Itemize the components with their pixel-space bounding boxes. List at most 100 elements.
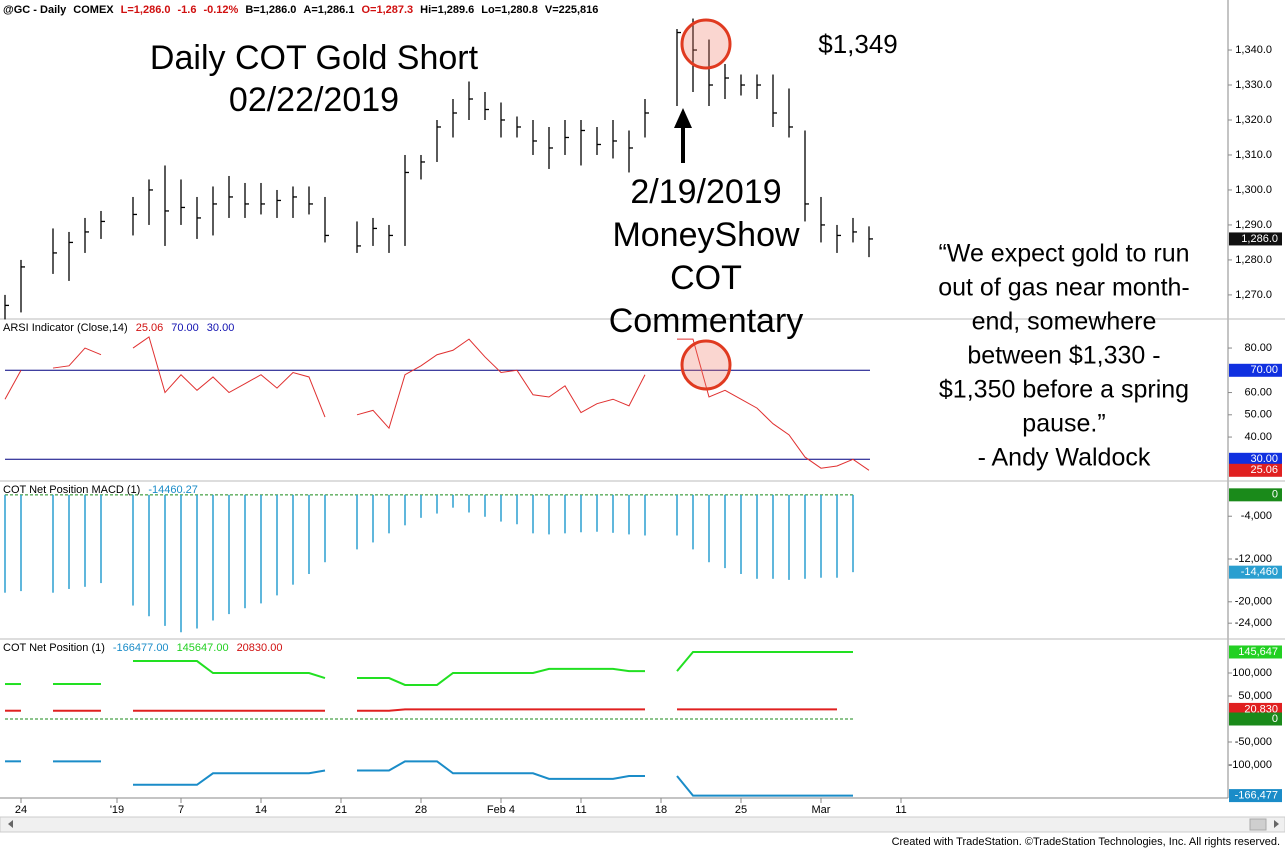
panel-title-text: COT Net Position (1) bbox=[3, 642, 105, 654]
scroll-right[interactable] bbox=[1274, 820, 1279, 828]
annotation-title: Daily COT Gold Short bbox=[150, 39, 479, 77]
series-line bbox=[133, 660, 326, 680]
y-tick-label: 100,000 bbox=[1232, 667, 1272, 679]
last-value-box bbox=[1229, 789, 1282, 803]
scrollbar-thumb[interactable] bbox=[1249, 818, 1267, 831]
header-item: B=1,286.0 bbox=[245, 4, 296, 16]
quote-line: $1,350 before a spring bbox=[939, 376, 1189, 404]
annotation-date: 02/22/2019 bbox=[229, 81, 399, 119]
series-line bbox=[357, 708, 645, 712]
y-tick-label: -50,000 bbox=[1235, 736, 1272, 748]
header-item: -0.12% bbox=[203, 4, 238, 16]
y-tick-label: 40.00 bbox=[1244, 431, 1272, 443]
series-line bbox=[133, 769, 326, 786]
last-value-label: 30.00 bbox=[1250, 453, 1278, 465]
last-value-label: -166,477 bbox=[1235, 790, 1278, 802]
x-tick-label: Mar bbox=[812, 804, 831, 816]
last-value-label: 70.00 bbox=[1250, 364, 1278, 376]
series-line bbox=[357, 760, 645, 780]
last-value-box bbox=[1229, 712, 1282, 726]
last-value-box bbox=[1229, 565, 1282, 579]
y-tick-label: 1,300.0 bbox=[1235, 184, 1272, 196]
quote: “We expect gold to run out of gas near mo… bbox=[938, 240, 1190, 472]
footer: Created with TradeStation. ©TradeStation… bbox=[892, 836, 1280, 848]
legend-value: -166477.00 bbox=[113, 642, 169, 654]
last-value-label: 25.06 bbox=[1250, 464, 1278, 476]
series-line bbox=[132, 336, 326, 418]
y-tick-label: 50.00 bbox=[1244, 409, 1272, 421]
x-tick-label: 25 bbox=[735, 804, 747, 816]
y-tick-label: -100,000 bbox=[1229, 759, 1272, 771]
last-value-label: 145,647 bbox=[1238, 646, 1278, 658]
legend-value: -14460.27 bbox=[148, 484, 198, 496]
y-tick-label: 60.00 bbox=[1244, 386, 1272, 398]
series-line bbox=[4, 370, 22, 400]
last-value-box bbox=[1229, 463, 1282, 477]
y-tick-label: -24,000 bbox=[1235, 617, 1272, 629]
annotation-event: COT bbox=[670, 259, 742, 297]
annotation-event: MoneyShow bbox=[612, 216, 800, 254]
series-line bbox=[676, 650, 853, 672]
x-tick-label: 24 bbox=[15, 804, 27, 816]
legend-value: 70.00 bbox=[171, 322, 199, 334]
annotation-peak: $1,349 bbox=[818, 29, 898, 59]
quote-line: “We expect gold to run bbox=[938, 240, 1189, 268]
panel-title-text: COT Net Position MACD (1) bbox=[3, 484, 140, 496]
arrow-head bbox=[674, 108, 692, 128]
y-tick-label: 1,280.0 bbox=[1235, 254, 1272, 266]
last-value-box bbox=[1229, 363, 1282, 377]
header-item: A=1,286.1 bbox=[303, 4, 354, 16]
y-tick-label: -12,000 bbox=[1235, 553, 1272, 565]
header-item: @GC - Daily bbox=[3, 4, 67, 16]
scrollbar[interactable] bbox=[0, 816, 1285, 833]
last-value-box bbox=[1229, 488, 1282, 502]
highlight-circle bbox=[680, 18, 732, 70]
series-line bbox=[356, 338, 646, 430]
x-tick-label: 21 bbox=[335, 804, 347, 816]
header-item: -1.6 bbox=[177, 4, 196, 16]
scroll-left[interactable] bbox=[8, 820, 13, 828]
annotation-event: Commentary bbox=[609, 302, 804, 340]
panel-title: COT Net Position MACD (1) -14460.27 bbox=[3, 484, 198, 496]
last-value-box bbox=[1229, 232, 1282, 246]
x-tick-label: 14 bbox=[255, 804, 267, 816]
panel-title-text: ARSI Indicator (Close,14) bbox=[3, 322, 128, 334]
annotation-event: 2/19/2019 bbox=[630, 173, 781, 211]
marks: @GC - Daily COMEX L=1,286.0 -1.6 -0.12% B=1,2… bbox=[3, 4, 1282, 816]
last-value-label: 0 bbox=[1272, 489, 1278, 501]
last-value-label: -14,460 bbox=[1241, 566, 1278, 578]
panel-title: COT Net Position (1) -166477.00 145647.00 2… bbox=[3, 642, 282, 654]
legend-value: 20830.00 bbox=[237, 642, 283, 654]
x-tick-label: Feb 4 bbox=[487, 804, 515, 816]
y-tick-label: -20,000 bbox=[1235, 596, 1272, 608]
y-tick-label: 1,270.0 bbox=[1235, 289, 1272, 301]
series-line bbox=[357, 667, 645, 686]
y-tick-label: 1,310.0 bbox=[1235, 149, 1272, 161]
x-tick-label: 18 bbox=[655, 804, 667, 816]
y-tick-label: 1,330.0 bbox=[1235, 79, 1272, 91]
y-tick-label: -4,000 bbox=[1241, 510, 1272, 522]
quote-line: between $1,330 - bbox=[967, 342, 1160, 370]
y-tick-label: 1,340.0 bbox=[1235, 44, 1272, 56]
series-line bbox=[676, 775, 853, 797]
header-item: O=1,287.3 bbox=[361, 4, 413, 16]
header-item: COMEX bbox=[73, 4, 114, 16]
quote-line: - Andy Waldock bbox=[978, 444, 1151, 472]
panel-title: ARSI Indicator (Close,14) 25.06 70.00 30.00 bbox=[3, 322, 234, 334]
header-item: Hi=1,289.6 bbox=[420, 4, 474, 16]
x-tick-label: 11 bbox=[895, 804, 906, 816]
last-value-label: 1,286.0 bbox=[1241, 233, 1278, 245]
y-tick-label: 1,290.0 bbox=[1235, 219, 1272, 231]
legend-value: 25.06 bbox=[136, 322, 164, 334]
header: @GC - Daily COMEX L=1,286.0 -1.6 -0.12% B=1,2… bbox=[3, 4, 598, 16]
header-item: L=1,286.0 bbox=[121, 4, 171, 16]
quote-line: pause.” bbox=[1022, 410, 1105, 438]
x-tick-label: 7 bbox=[178, 804, 184, 816]
quote-line: end, somewhere bbox=[972, 308, 1157, 336]
header-item: V=225,816 bbox=[545, 4, 599, 16]
x-tick-label: '19 bbox=[110, 804, 124, 816]
series-line bbox=[52, 347, 102, 369]
